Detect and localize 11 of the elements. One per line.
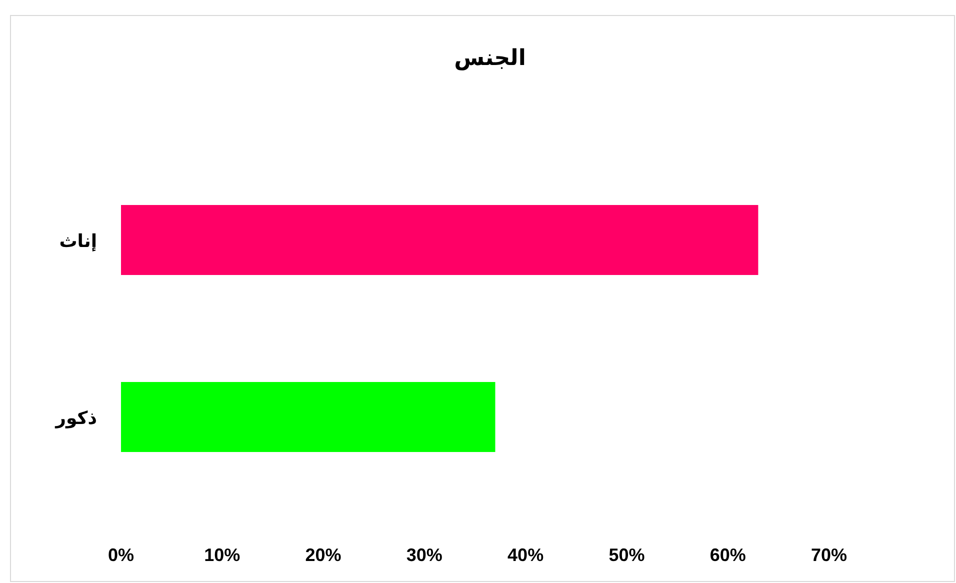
x-tick-label: 20% (305, 545, 342, 565)
x-tick-label: 60% (710, 545, 746, 565)
x-tick-label: 30% (406, 545, 442, 565)
x-tick-label: 40% (508, 545, 544, 565)
x-tick-label: 50% (608, 545, 645, 565)
y-tick-label: ذكور (54, 408, 97, 429)
x-tick-label: 70% (810, 545, 848, 565)
x-tick-label: 10% (204, 545, 240, 565)
x-tick-label: 0% (108, 545, 134, 565)
chart-title: الجنس (454, 45, 526, 71)
y-tick-label: إناث (59, 231, 97, 252)
